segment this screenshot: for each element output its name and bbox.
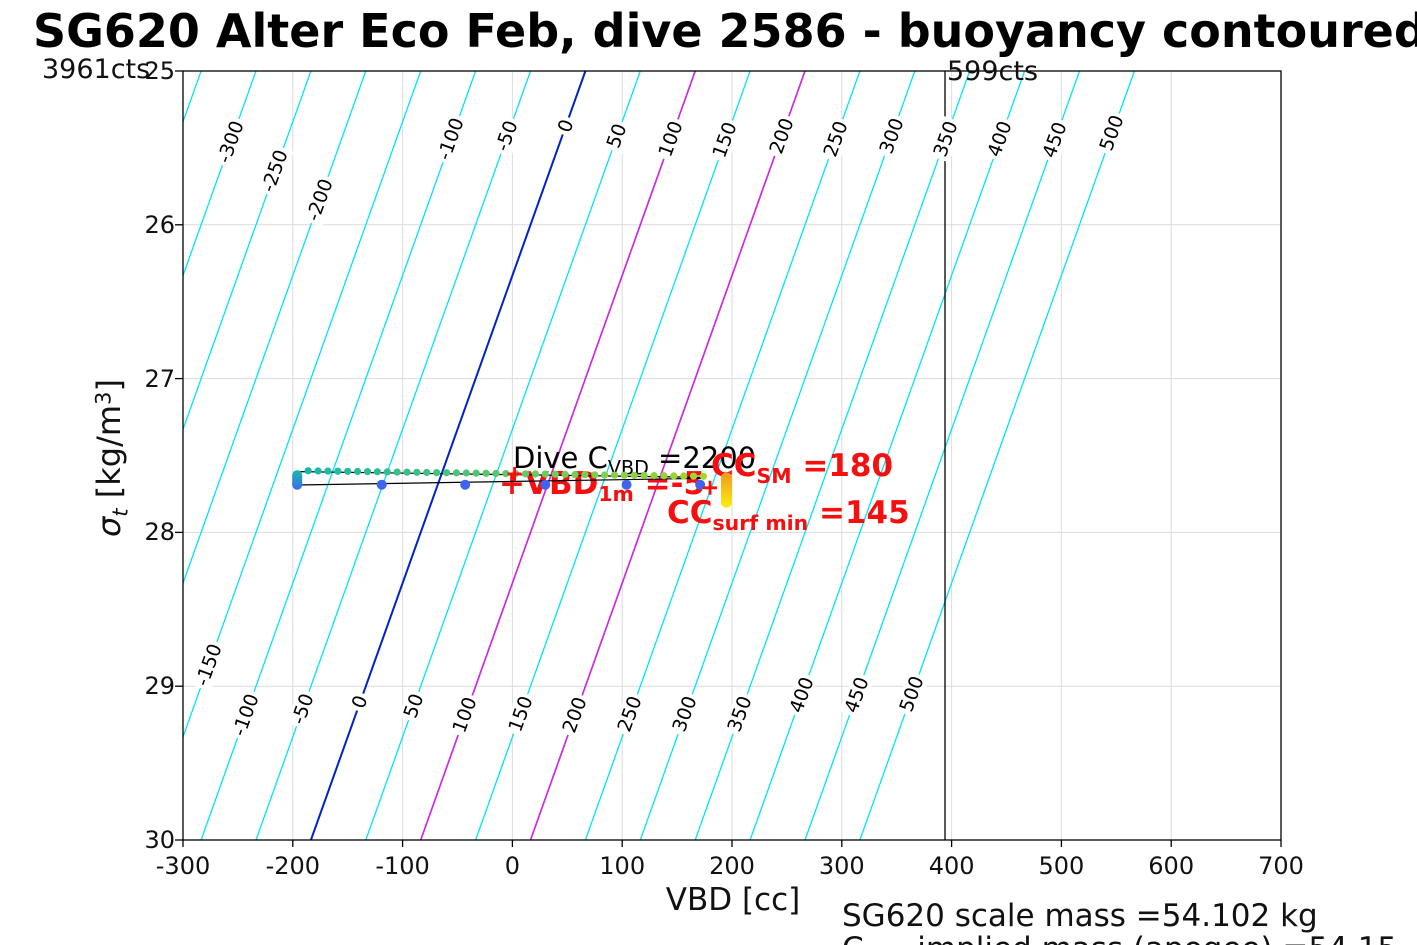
dive-data-dot <box>373 468 381 476</box>
vbd-1m-annotation: +VBD1m =-5 <box>499 466 706 507</box>
climb-data-dot <box>460 479 471 490</box>
dive-data-dot <box>442 469 451 477</box>
dive-data-dot <box>601 471 609 479</box>
dive-data-dot <box>571 470 579 479</box>
dive-data-dot <box>581 471 589 479</box>
dive-data-dot <box>472 469 480 477</box>
dive-data-dot <box>433 468 441 477</box>
dive-data-dot <box>610 471 619 479</box>
dive-cvbd-annotation: Dive CVBD =2200 <box>513 441 757 480</box>
buoyancy-contour-line <box>183 71 422 739</box>
dive-data-dot <box>541 470 549 478</box>
dive-data-dot <box>304 467 312 475</box>
dive-data-dot <box>630 471 638 479</box>
surface-maneuver-marker <box>721 472 733 508</box>
dive-data-dot <box>403 468 411 476</box>
dive-data-dot <box>670 472 678 480</box>
red-plus-marker <box>703 480 718 495</box>
dive-data-dot <box>334 467 342 475</box>
implied-mass-text: CVBD implied mass (apogee) =54.15 <box>842 931 1397 945</box>
dive-data-dot <box>689 472 698 480</box>
cc-surf-min-annotation: CCsurf min =145 <box>667 495 910 536</box>
dive-data-dot <box>551 470 559 478</box>
dive-data-dot <box>324 467 332 475</box>
vbd-counts-right-label: 599cts <box>947 56 1039 87</box>
dive-data-dot <box>314 467 322 475</box>
dive-data-dot <box>650 472 658 480</box>
climb-data-dot <box>376 479 387 490</box>
y-axis-label: σt [kg/m3] <box>90 379 133 537</box>
dive-data-dot <box>413 468 421 476</box>
dive-data-dot <box>561 470 569 478</box>
figure-title: SG620 Alter Eco Feb, dive 2586 - buoyanc… <box>33 4 1417 58</box>
climb-data-dot <box>621 479 632 490</box>
dive-data-dot <box>660 472 668 480</box>
dive-data-dot <box>393 468 401 476</box>
climb-data-dot <box>695 479 706 490</box>
dive-data-dot <box>344 467 352 475</box>
scale-mass-text: SG620 scale mass =54.102 kg <box>842 898 1318 934</box>
dive-data-dot <box>620 471 628 479</box>
buoyancy-contour-line <box>183 71 257 278</box>
buoyancy-contour-line <box>183 71 312 432</box>
dive-data-dot <box>383 468 391 476</box>
dive-data-dot <box>591 471 599 479</box>
red-plus-marker <box>507 466 522 481</box>
dive-start-marker <box>292 470 303 490</box>
climb-data-dot <box>540 479 551 490</box>
cc-sm-annotation: CCSM =180 <box>711 448 894 489</box>
vbd-counts-left-label: 3961cts <box>42 54 151 85</box>
dive-data-dot <box>423 468 431 477</box>
dive-data-dot <box>482 469 490 477</box>
dive-data-dot <box>680 472 688 480</box>
dive-data-dot <box>640 471 648 480</box>
dive-data-dot <box>699 472 708 480</box>
dive-data-dot <box>452 469 461 477</box>
x-axis-label: VBD [cc] <box>665 882 801 918</box>
dive-data-dot <box>363 468 372 476</box>
climb-track-line <box>297 477 706 486</box>
dive-data-dot <box>353 467 362 476</box>
dive-data-dot <box>492 469 500 478</box>
dive-data-dot <box>462 469 470 477</box>
dive-data-dot <box>531 470 540 478</box>
dive-data-dot <box>521 470 530 478</box>
